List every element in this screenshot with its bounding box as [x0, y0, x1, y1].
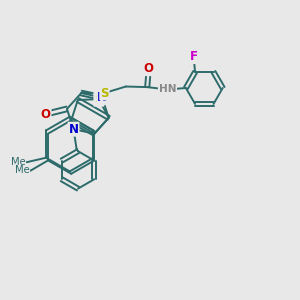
Text: HN: HN	[159, 85, 176, 94]
Text: O: O	[144, 62, 154, 75]
Text: N: N	[97, 91, 107, 104]
Text: Me: Me	[11, 157, 26, 166]
Text: F: F	[190, 50, 198, 63]
Text: S: S	[94, 93, 103, 106]
Text: N: N	[68, 123, 79, 136]
Text: Me: Me	[14, 165, 29, 175]
Text: O: O	[40, 108, 51, 121]
Text: S: S	[100, 87, 109, 100]
